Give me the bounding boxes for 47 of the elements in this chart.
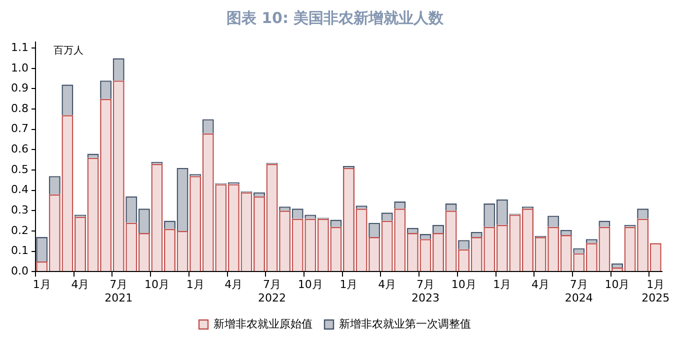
y-tick-label: 1.1 <box>10 40 28 54</box>
x-tick-label: 10月 <box>144 278 170 292</box>
bar <box>87 158 99 272</box>
x-tick-label: 10月 <box>604 278 630 292</box>
y-axis-title: 百万人 <box>53 46 84 57</box>
x-tick-label: 1月 <box>493 278 512 292</box>
x-tick-label: 4月 <box>532 278 550 292</box>
x-tick-label: 7月 2024 <box>564 278 593 304</box>
bar <box>266 164 278 272</box>
legend-label: 新增非农就业原始值 <box>214 317 312 330</box>
bar <box>112 58 124 81</box>
x-tick-label: 10月 <box>298 278 323 292</box>
x-tick-label: 10月 <box>451 278 476 292</box>
x-tick-label: 4月 <box>378 278 396 292</box>
bar <box>560 230 572 236</box>
y-tick-label: 0.8 <box>10 102 28 115</box>
y-tick-label: 0.6 <box>10 142 28 156</box>
y-tick-label: 0.7 <box>10 122 28 136</box>
bar <box>253 192 265 196</box>
bar <box>420 234 432 240</box>
bar <box>470 232 482 238</box>
chart-title: 图表 10: 美国非农新增就业人数 <box>226 8 445 27</box>
y-tick-label: 0.3 <box>10 204 28 217</box>
x-tick-label: 1月 2025 <box>642 278 670 304</box>
x-tick-label: 4月 <box>71 278 90 292</box>
y-tick-label: 0.4 <box>10 183 28 196</box>
y-tick-label: 0.9 <box>10 82 28 95</box>
y-tick-label: 0.2 <box>10 224 28 237</box>
bar <box>598 220 610 227</box>
x-tick-label: 1月 <box>340 278 358 292</box>
legend-label: 新增非农就业第一次调整值 <box>339 317 471 330</box>
x-tick-label: 1月 <box>32 278 51 292</box>
x-tick-label: 4月 <box>224 278 243 292</box>
y-tick-label: 0.0 <box>10 264 28 278</box>
bar <box>176 230 188 272</box>
bar <box>176 168 188 231</box>
y-tick-label: 1.0 <box>10 61 28 74</box>
x-tick-label: 7月 2021 <box>104 278 133 304</box>
x-tick-label: 7月 2023 <box>411 278 440 304</box>
bar <box>406 228 418 233</box>
bar <box>62 84 74 116</box>
y-tick-label: 0.1 <box>10 244 28 258</box>
x-tick-label: 1月 <box>186 278 204 292</box>
x-tick-label: 7月 2022 <box>258 278 286 304</box>
bar <box>36 237 48 262</box>
y-tick-label: 0.5 <box>10 162 28 176</box>
bar <box>611 263 624 268</box>
